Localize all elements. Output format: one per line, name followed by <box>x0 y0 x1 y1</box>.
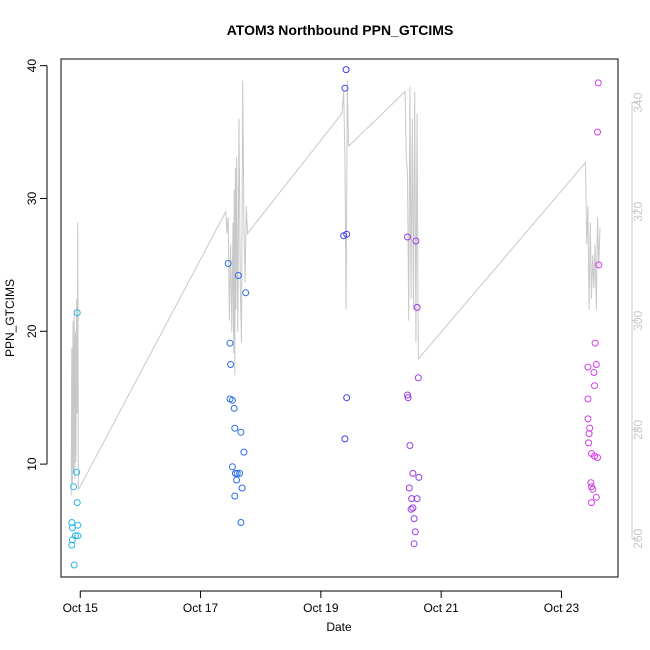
data-point <box>409 504 417 512</box>
y2-tick-label: 320 <box>631 201 645 221</box>
data-point <box>413 495 421 503</box>
y-tick-label: 10 <box>25 457 39 471</box>
data-point <box>70 483 78 491</box>
data-point <box>592 361 600 368</box>
data-point <box>406 442 414 449</box>
data-point <box>409 469 417 477</box>
data-point <box>410 515 418 523</box>
x-axis: Oct 15 Oct 17 Oct 19 Oct 21 Oct 23 <box>63 590 580 615</box>
x-tick-label: Oct 21 <box>423 601 459 615</box>
data-point <box>73 468 81 476</box>
x-tick-label: Oct 23 <box>544 601 580 615</box>
data-point <box>68 536 76 544</box>
data-point <box>74 521 82 529</box>
data-point <box>68 519 76 526</box>
y2-tick-label: 280 <box>631 419 645 439</box>
data-point <box>228 463 236 471</box>
data-point <box>594 79 602 87</box>
data-point <box>591 339 599 347</box>
data-point <box>584 395 592 403</box>
y2-axis: 260 280 300 320 340 <box>631 92 645 549</box>
data-point <box>413 303 421 311</box>
data-point <box>407 505 415 513</box>
y-tick-label: 40 <box>25 59 39 73</box>
data-point <box>586 424 594 432</box>
data-point <box>588 499 595 507</box>
data-point <box>226 339 234 347</box>
data-point <box>585 439 592 447</box>
data-point <box>405 484 413 492</box>
secondary-series-line <box>70 80 601 496</box>
data-point <box>594 128 601 136</box>
y-tick-label: 20 <box>25 324 39 338</box>
data-point <box>584 415 592 423</box>
data-point <box>404 233 411 241</box>
data-point <box>242 289 250 297</box>
data-point <box>238 484 246 492</box>
data-point <box>592 493 600 501</box>
data-point <box>410 540 418 548</box>
data-point <box>342 66 350 74</box>
data-point <box>404 394 412 402</box>
x-axis-label: Date <box>326 620 352 634</box>
data-point <box>228 396 236 404</box>
data-point <box>230 404 238 412</box>
data-point <box>341 84 349 92</box>
data-point <box>587 479 595 487</box>
data-point <box>404 391 411 399</box>
y2-tick-label: 300 <box>631 310 645 330</box>
data-point <box>74 532 82 540</box>
data-point <box>414 374 422 382</box>
data-point <box>585 430 593 438</box>
y2-tick-label: 340 <box>631 92 645 112</box>
x-tick-label: Oct 19 <box>303 601 339 615</box>
data-point <box>68 524 76 532</box>
data-point <box>234 272 242 279</box>
data-point <box>68 541 76 549</box>
data-point <box>595 261 603 269</box>
x-tick-label: Oct 15 <box>63 601 99 615</box>
data-point <box>227 361 235 368</box>
data-point <box>408 495 416 503</box>
data-point <box>240 448 248 456</box>
data-point <box>70 561 78 569</box>
data-point <box>236 469 244 477</box>
data-point <box>231 424 239 432</box>
data-point <box>233 476 241 484</box>
data-point <box>343 394 351 402</box>
data-point <box>237 519 245 526</box>
data-point <box>231 492 239 500</box>
data-point <box>73 309 81 317</box>
y2-tick-label: 260 <box>631 528 645 548</box>
data-point <box>224 260 232 267</box>
data-point <box>341 435 349 443</box>
data-point <box>73 499 81 507</box>
plot-frame <box>60 58 619 578</box>
y-tick-label: 30 <box>25 191 39 205</box>
data-point <box>594 454 601 461</box>
y-axis-label: PPN_GTCIMS <box>3 279 17 357</box>
data-point <box>411 528 419 536</box>
data-point <box>590 369 598 376</box>
data-point <box>591 382 598 390</box>
data-point <box>233 469 241 477</box>
secondary-line-layer <box>70 80 601 496</box>
scatter-points-layer <box>68 66 603 569</box>
data-point <box>237 428 245 436</box>
y-axis: 10 20 30 40 <box>25 59 48 471</box>
data-point <box>412 237 420 245</box>
data-point <box>589 485 597 493</box>
data-point <box>584 363 592 371</box>
x-tick-label: Oct 17 <box>183 601 219 615</box>
data-point <box>343 230 351 238</box>
chart-title: ATOM3 Northbound PPN_GTCIMS <box>227 22 454 38</box>
data-point <box>415 473 423 481</box>
